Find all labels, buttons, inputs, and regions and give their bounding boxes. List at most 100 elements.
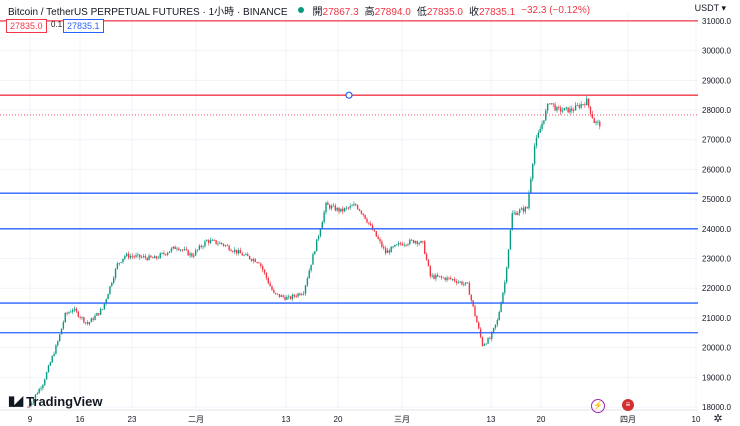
candle-body	[545, 110, 547, 121]
candle-body	[498, 311, 500, 321]
candle-body	[165, 253, 167, 255]
x-tick-label: 10	[692, 415, 701, 424]
line-drag-handle[interactable]	[345, 91, 353, 99]
candle-body	[109, 286, 111, 295]
candle-body	[513, 212, 515, 214]
candle-body	[183, 249, 186, 251]
candle-body	[237, 250, 240, 254]
tradingview-logo[interactable]: ▮◢ TradingView	[8, 393, 103, 409]
x-tick-label: 23	[128, 415, 137, 424]
candle-body	[571, 108, 573, 111]
candle-body	[548, 103, 551, 105]
flash-icon[interactable]: ⚡	[591, 399, 605, 413]
candle-body	[103, 303, 106, 310]
candle-body	[135, 255, 137, 257]
candle-body	[161, 252, 163, 254]
candle-body	[537, 132, 540, 138]
price-axis[interactable]	[698, 0, 740, 426]
candle-body	[148, 255, 150, 260]
candle-body	[196, 249, 199, 251]
sell-button[interactable]: 27835.0	[6, 19, 47, 33]
close-label: 收	[468, 6, 479, 18]
high-value: 27894.0	[374, 6, 411, 18]
candle-body	[496, 320, 499, 325]
candle-body	[338, 207, 340, 212]
candle-body	[258, 262, 260, 264]
y-tick-label: 29000.0	[702, 76, 731, 85]
candle-body	[79, 316, 81, 318]
candle-body	[68, 312, 70, 314]
candle-body	[554, 104, 556, 111]
candle-body	[155, 256, 158, 259]
candle-body	[410, 239, 413, 241]
candle-body	[407, 244, 409, 246]
candle-body	[446, 277, 448, 281]
candle-body	[383, 246, 385, 249]
candle-body	[474, 306, 476, 316]
candle-body	[476, 315, 478, 323]
candle-body	[470, 294, 472, 301]
candle-body	[505, 267, 508, 283]
candle-body	[254, 259, 256, 263]
candle-body	[317, 236, 320, 240]
candle-body	[267, 277, 269, 284]
candle-body	[124, 255, 126, 259]
candle-body	[107, 294, 109, 300]
candle-body	[442, 277, 445, 279]
candle-body	[360, 210, 363, 214]
candle-body	[250, 259, 253, 261]
candle-body	[260, 263, 262, 267]
candle-body	[133, 256, 135, 258]
candle-body	[293, 294, 296, 297]
candle-body	[127, 253, 130, 258]
chevron-down-icon: ▾	[721, 3, 726, 13]
candle-body	[362, 213, 364, 215]
candle-body	[420, 241, 422, 243]
candle-body	[351, 205, 353, 207]
candle-body	[535, 137, 538, 146]
x-tick-label: 三月	[394, 415, 410, 424]
candle-body	[416, 241, 418, 244]
us-flag-icon[interactable]: ≡	[622, 399, 634, 411]
candle-body	[301, 294, 303, 295]
candle-body	[57, 341, 59, 346]
candle-body	[42, 384, 44, 389]
candle-body	[565, 107, 567, 109]
candle-body	[517, 213, 519, 215]
settings-icon[interactable]: ✲	[713, 413, 723, 425]
candle-body	[532, 163, 534, 179]
candle-body	[66, 312, 68, 314]
candle-body	[153, 256, 156, 259]
candle-body	[83, 317, 85, 323]
candle-body	[34, 394, 37, 399]
candle-body	[509, 230, 512, 250]
y-tick-label: 22000.0	[702, 284, 731, 293]
candle-body	[485, 343, 487, 345]
candle-body	[232, 251, 234, 252]
candle-body	[559, 107, 562, 112]
y-tick-label: 27000.0	[702, 136, 731, 145]
symbol-header: Bitcoin / TetherUS PERPETUAL FUTURES · 1…	[8, 3, 590, 18]
symbol-title[interactable]: Bitcoin / TetherUS PERPETUAL FUTURES · 1…	[8, 6, 288, 18]
candle-body	[73, 308, 76, 311]
candle-body	[146, 257, 148, 260]
candle-body	[576, 105, 579, 107]
low-label: 低	[416, 6, 427, 18]
candle-body	[122, 258, 124, 263]
buy-button[interactable]: 27835.1	[63, 19, 104, 33]
candle-body	[386, 250, 389, 254]
candle-body	[252, 259, 255, 261]
candle-body	[280, 295, 282, 297]
candle-body	[330, 205, 333, 209]
currency-selector[interactable]: USDT ▾	[695, 3, 726, 14]
open-label: 開	[312, 6, 323, 18]
candle-body	[230, 250, 232, 252]
candle-body	[593, 118, 595, 124]
candle-body	[515, 212, 517, 215]
candle-body	[263, 269, 266, 273]
candle-body	[194, 250, 197, 256]
candle-body	[304, 285, 307, 294]
candle-body	[265, 272, 268, 278]
candle-body	[435, 275, 437, 279]
